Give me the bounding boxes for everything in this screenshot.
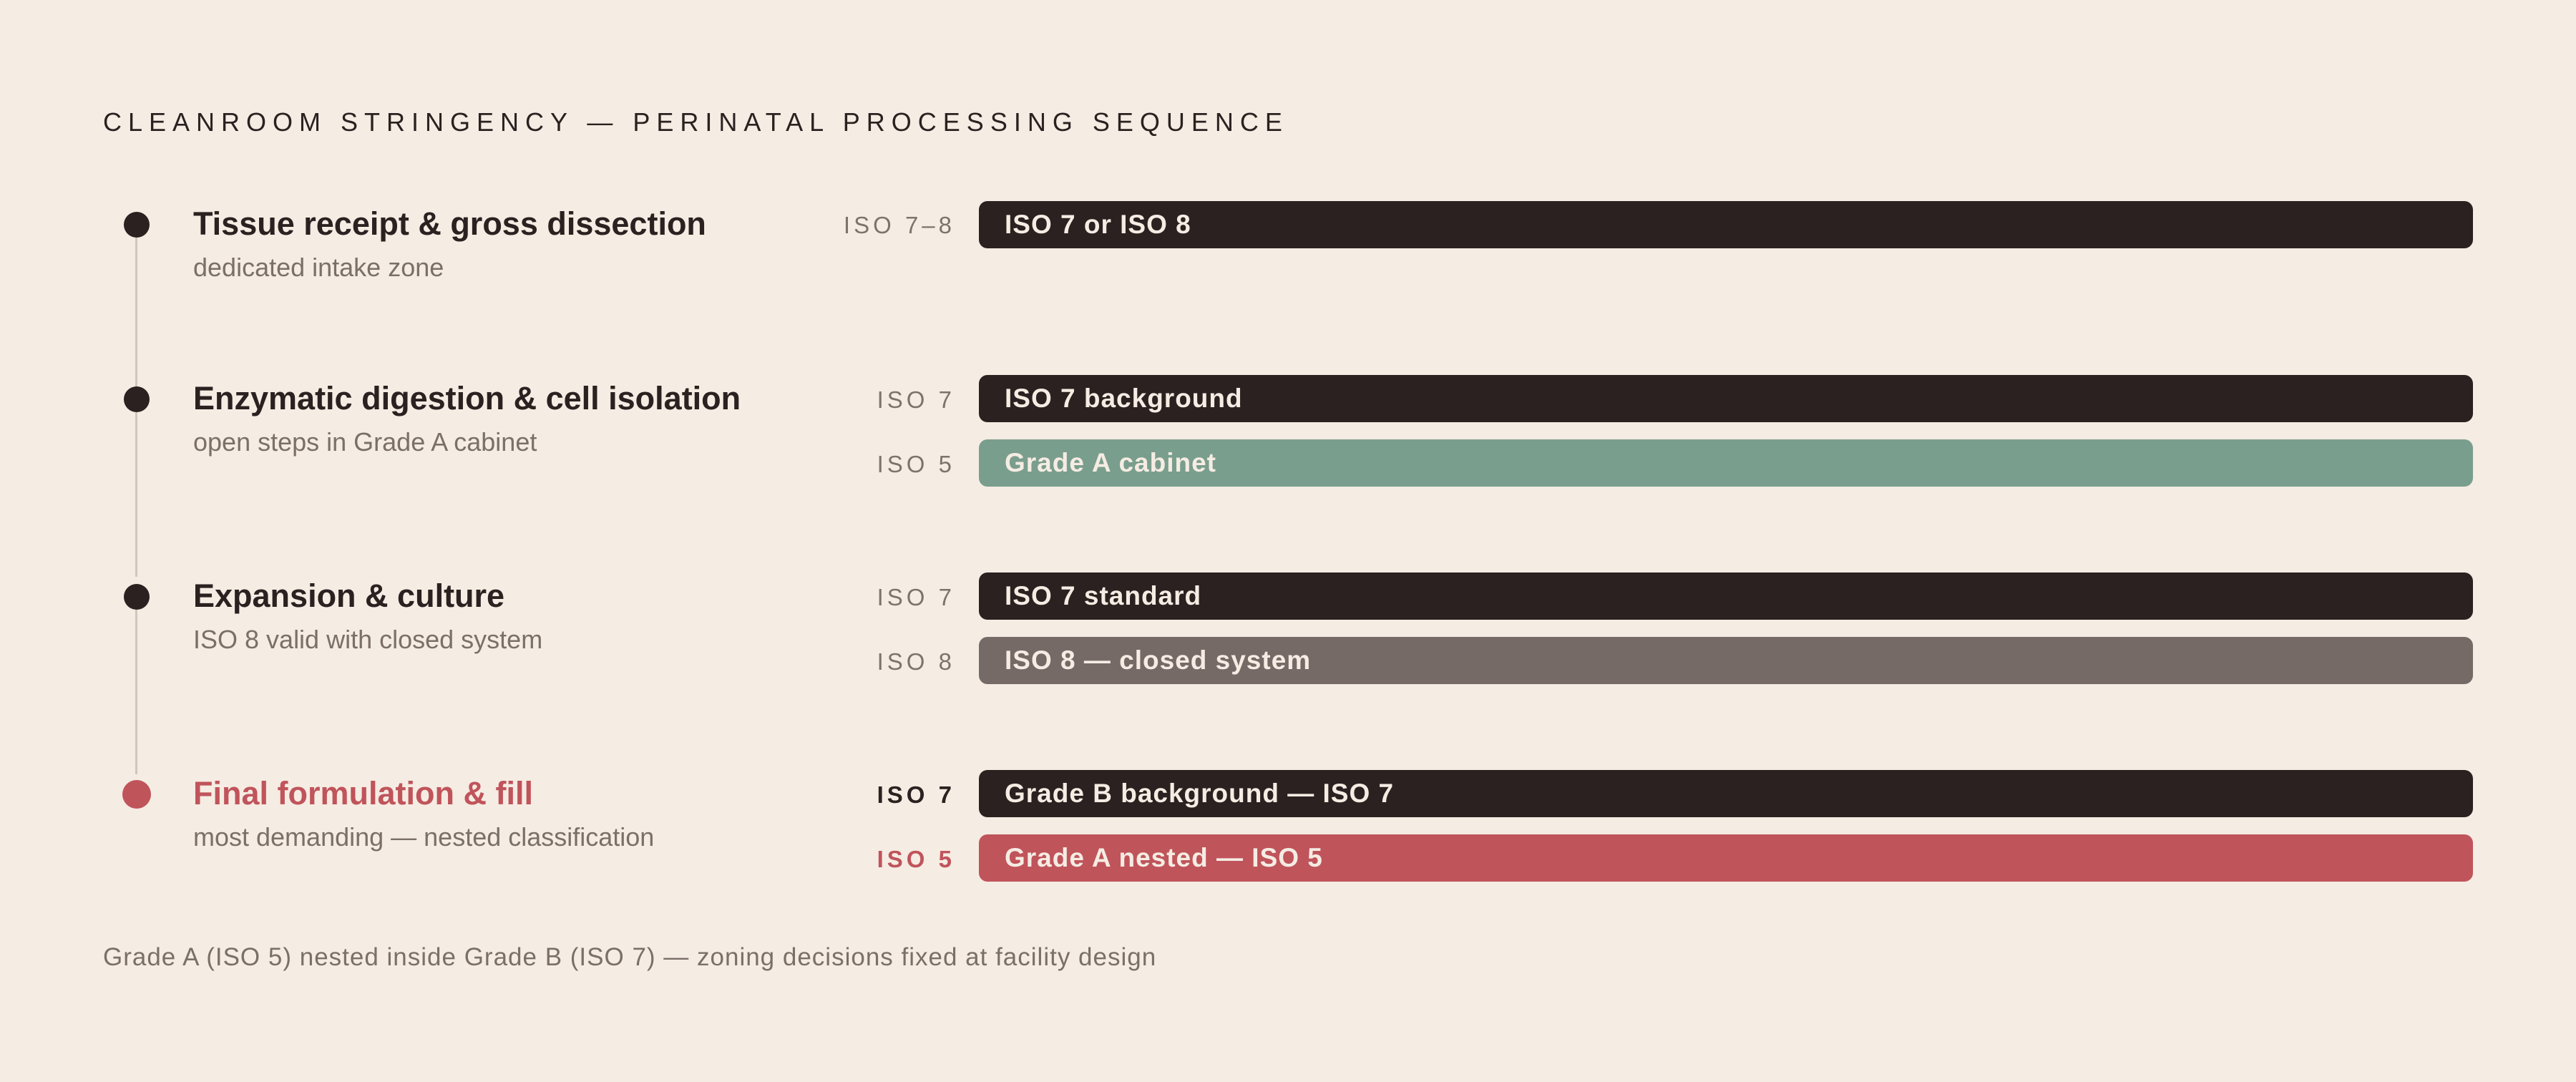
iso-class-label: ISO 7: [877, 584, 955, 610]
stage-title: Final formulation & fill: [193, 775, 533, 812]
stage-marker-dot: [124, 386, 150, 412]
stage-title: Expansion & culture: [193, 577, 505, 614]
stage-subtitle: most demanding — nested classification: [193, 822, 655, 852]
iso-bar-label: ISO 8 — closed system: [1005, 645, 1312, 675]
stage-title: Enzymatic digestion & cell isolation: [193, 380, 741, 416]
iso-bar: ISO 7 background: [979, 375, 2473, 422]
iso-bar-label: Grade A nested — ISO 5: [1005, 843, 1323, 872]
iso-bar-label: Grade A cabinet: [1005, 448, 1217, 477]
timeline-connector: [135, 238, 137, 391]
iso-bar: Grade A nested — ISO 5: [979, 834, 2473, 882]
iso-bar-label: ISO 7 standard: [1005, 581, 1202, 610]
iso-bar-label: ISO 7 or ISO 8: [1005, 210, 1191, 239]
stage-marker-dot: [122, 780, 151, 809]
iso-bar: ISO 7 standard: [979, 572, 2473, 620]
iso-class-label: ISO 5: [877, 451, 955, 477]
stage-subtitle: dedicated intake zone: [193, 253, 444, 282]
iso-class-label: ISO 7: [877, 781, 955, 808]
iso-bar-label: Grade B background — ISO 7: [1005, 779, 1395, 808]
stage-marker-dot: [124, 212, 150, 238]
iso-class-label: ISO 5: [877, 846, 955, 872]
iso-bar: Grade B background — ISO 7: [979, 770, 2473, 817]
iso-class-label: ISO 7: [877, 386, 955, 413]
iso-class-label: ISO 7–8: [843, 212, 955, 238]
stage-subtitle: open steps in Grade A cabinet: [193, 427, 537, 457]
iso-bar: ISO 8 — closed system: [979, 637, 2473, 684]
timeline-connector: [135, 412, 137, 577]
stage-marker-dot: [124, 584, 150, 610]
iso-bar-label: ISO 7 background: [1005, 384, 1243, 413]
stage-subtitle: ISO 8 valid with closed system: [193, 625, 543, 654]
footnote: Grade A (ISO 5) nested inside Grade B (I…: [103, 943, 1157, 971]
page-title: CLEANROOM STRINGENCY — PERINATAL PROCESS…: [103, 107, 1289, 137]
iso-bar: ISO 7 or ISO 8: [979, 201, 2473, 248]
stage-title: Tissue receipt & gross dissection: [193, 205, 706, 242]
iso-bar: Grade A cabinet: [979, 439, 2473, 487]
iso-class-label: ISO 8: [877, 648, 955, 675]
timeline-connector: [135, 610, 137, 774]
